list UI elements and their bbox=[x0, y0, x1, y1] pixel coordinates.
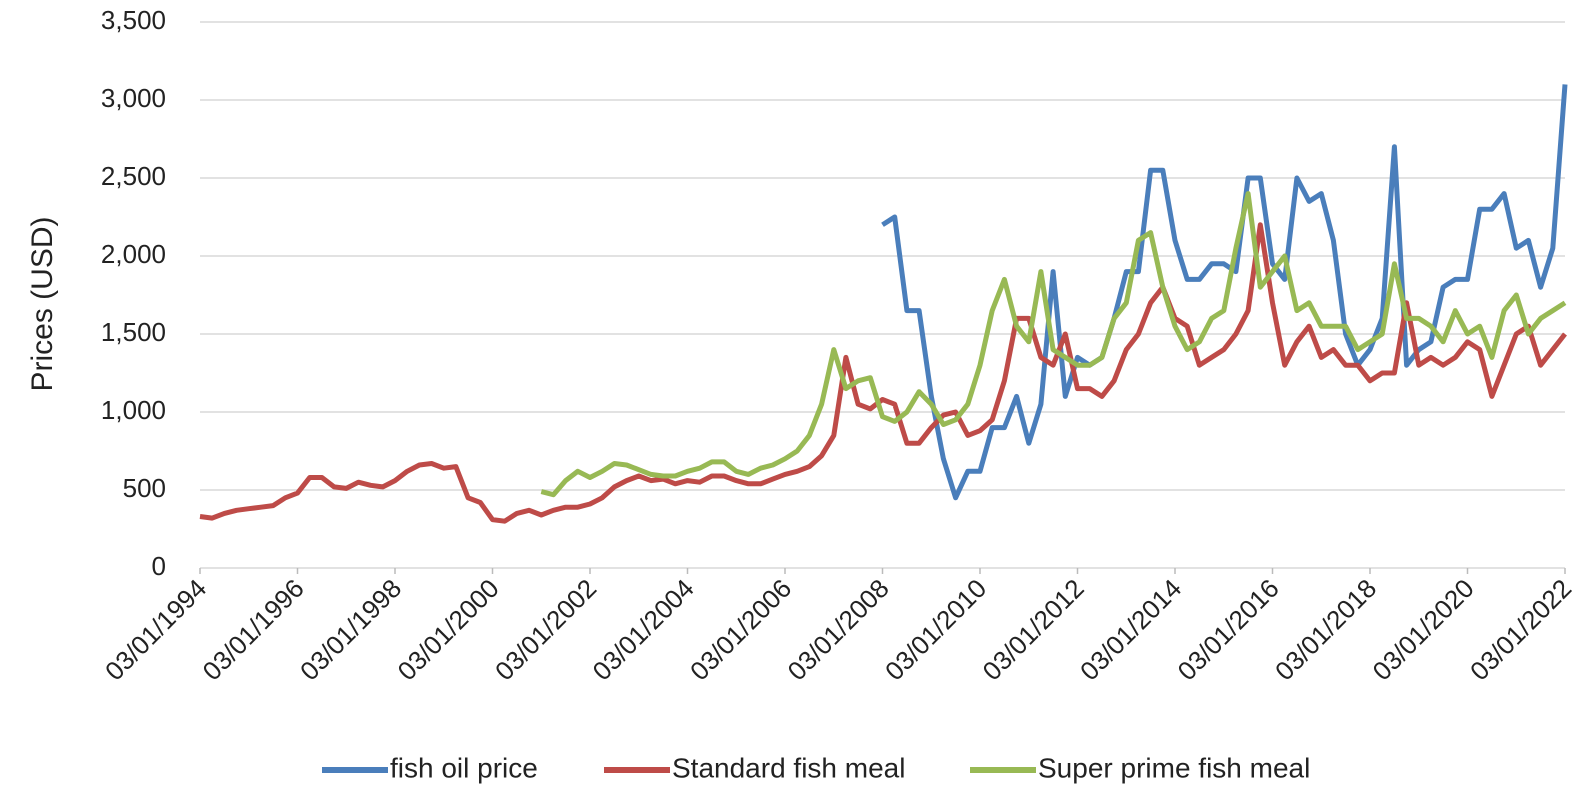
x-tick-label: 03/01/2020 bbox=[1367, 573, 1480, 686]
legend-label: fish oil price bbox=[390, 752, 538, 783]
x-tick-label: 03/01/2002 bbox=[489, 573, 602, 686]
y-tick-label: 3,500 bbox=[101, 5, 166, 35]
x-tick-label: 03/01/2000 bbox=[392, 573, 505, 686]
y-tick-label: 2,500 bbox=[101, 161, 166, 191]
y-tick-label: 500 bbox=[123, 473, 166, 503]
series-line bbox=[199, 222, 1567, 524]
x-tick-label: 03/01/2022 bbox=[1464, 573, 1577, 686]
y-tick-label: 3,000 bbox=[101, 83, 166, 113]
x-tick-label: 03/01/2014 bbox=[1074, 573, 1187, 686]
legend-label: Standard fish meal bbox=[672, 752, 905, 783]
x-tick-label: 03/01/2008 bbox=[782, 573, 895, 686]
y-tick-label: 1,000 bbox=[101, 395, 166, 425]
y-tick-label: 1,500 bbox=[101, 317, 166, 347]
y-tick-label: 2,000 bbox=[101, 239, 166, 269]
x-tick-label: 03/01/2012 bbox=[977, 573, 1090, 686]
series-line bbox=[881, 84, 1568, 501]
x-tick-label: 03/01/2018 bbox=[1269, 573, 1382, 686]
y-tick-label: 0 bbox=[152, 551, 166, 581]
x-tick-label: 03/01/2016 bbox=[1172, 573, 1285, 686]
x-tick-label: 03/01/2010 bbox=[879, 573, 992, 686]
x-tick-label: 03/01/2004 bbox=[587, 573, 700, 686]
x-tick-label: 03/01/2006 bbox=[684, 573, 797, 686]
legend-label: Super prime fish meal bbox=[1038, 752, 1310, 783]
x-tick-label: 03/01/1994 bbox=[99, 573, 212, 686]
x-tick-label: 03/01/1996 bbox=[197, 573, 310, 686]
y-axis-label: Prices (USD) bbox=[26, 216, 59, 391]
series-line bbox=[540, 191, 1567, 498]
x-tick-label: 03/01/1998 bbox=[294, 573, 407, 686]
